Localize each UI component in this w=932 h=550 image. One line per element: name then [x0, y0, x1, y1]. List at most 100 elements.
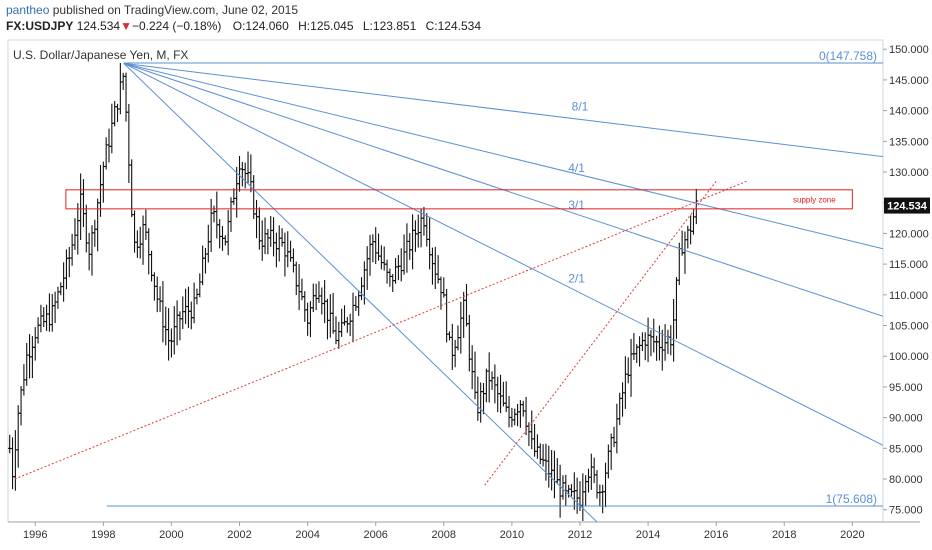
ohlc-bar: [524, 396, 529, 436]
ohlc-bar: [163, 306, 168, 346]
ohlc-bar: [365, 246, 370, 290]
y-tick-label: 100.000: [889, 351, 929, 363]
ohlc-bar: [280, 228, 285, 247]
ohlc-bar: [285, 231, 290, 268]
ohlc-bar: [325, 298, 330, 340]
ohlc-bar: [612, 426, 617, 448]
ohlc-bar: [200, 245, 205, 286]
open-value: 124.060: [245, 19, 289, 33]
ohlc-bar: [263, 217, 268, 255]
plot-frame: [7, 39, 884, 523]
y-tick-label: 105.000: [889, 321, 929, 333]
x-tick-label: 1998: [91, 529, 115, 541]
ohlc-bar: [107, 128, 112, 163]
ohlc-bar: [646, 317, 651, 363]
ohlc-bar: [124, 72, 129, 122]
ohlc-bar: [126, 103, 131, 184]
ohlc-bar: [382, 246, 387, 271]
ohlc-bar: [112, 100, 117, 127]
ohlc-bar: [475, 376, 480, 421]
low-label: L:: [362, 19, 373, 33]
change-down-icon: ▼: [120, 19, 132, 33]
ohlc-bar: [481, 383, 486, 415]
ohlc-bar: [13, 430, 18, 491]
open-label: O:: [232, 19, 246, 33]
ohlc-bar: [538, 443, 543, 465]
x-tick-label: 2004: [295, 529, 319, 541]
ohlc-bar: [490, 371, 495, 390]
ohlc-bar: [595, 470, 600, 499]
fan-line[interactable]: [123, 62, 598, 522]
ohlc-bar: [390, 274, 395, 292]
ohlc-bar: [265, 228, 270, 255]
ohlc-bar: [648, 330, 653, 357]
ohlc-bar: [623, 356, 628, 409]
fib-level-label: 1(75.608): [826, 492, 877, 506]
ohlc-bar: [58, 282, 63, 296]
ohlc-bar: [155, 276, 160, 313]
ohlc-bar: [101, 161, 106, 203]
low-value: 123.851: [372, 19, 417, 33]
ohlc-bar: [274, 232, 279, 268]
supply-zone-rect[interactable]: [65, 189, 853, 210]
ohlc-bar: [192, 282, 197, 324]
chart-header: pantheo published on TradingView.com, Ju…: [0, 0, 932, 36]
ohlc-bar: [16, 405, 21, 468]
ohlc-bar: [526, 422, 531, 447]
ohlc-bar: [72, 218, 77, 251]
y-tick-label: 95.000: [889, 382, 923, 394]
ohlc-bar: [592, 457, 597, 484]
close-value: 124.534: [437, 19, 482, 33]
ohlc-bar: [424, 213, 429, 247]
ohlc-bar: [189, 301, 194, 330]
ohlc-bar: [368, 234, 373, 276]
ohlc-bar: [231, 188, 236, 205]
ohlc-bar: [160, 281, 165, 343]
ohlc-bar: [209, 198, 214, 252]
author-link[interactable]: pantheo: [6, 3, 50, 17]
ohlc-bar: [580, 473, 585, 521]
ohlc-bar: [251, 175, 256, 220]
ohlc-bar: [206, 224, 211, 263]
publish-info: pantheo published on TradingView.com, Ju…: [6, 3, 298, 17]
y-tick-label: 120.000: [889, 228, 929, 240]
supply-zone-label: supply zone: [793, 195, 836, 204]
symbol-label[interactable]: FX:USDJPY: [6, 19, 74, 33]
ohlc-bar: [203, 247, 208, 274]
ohlc-bar: [651, 318, 656, 353]
x-tick-label: 2010: [500, 529, 524, 541]
ohlc-bar: [492, 364, 497, 404]
ohlc-bar: [643, 332, 648, 361]
ohlc-bar: [138, 226, 143, 259]
ohlc-bar: [614, 403, 619, 454]
ohlc-bar: [118, 62, 123, 115]
ohlc-bar: [671, 298, 676, 362]
ohlc-bar: [680, 230, 685, 256]
ohlc-bar: [311, 283, 316, 313]
x-tick-label: 2020: [840, 529, 864, 541]
ohlc-bar: [146, 228, 151, 275]
ohlc-bar: [55, 286, 60, 309]
ohlc-bar: [19, 386, 24, 426]
fib-level-label: 0(147.758): [819, 49, 877, 63]
ohlc-bar: [385, 259, 390, 284]
x-tick-label: 2014: [636, 529, 660, 541]
ohlc-bar: [487, 352, 492, 403]
trend-line[interactable]: [484, 180, 717, 486]
ohlc-bar: [569, 484, 574, 497]
ohlc-bar: [478, 382, 483, 423]
fan-line[interactable]: [123, 62, 883, 446]
trend-line[interactable]: [14, 180, 748, 480]
ohlc-bar: [186, 286, 191, 328]
fan-line[interactable]: [123, 62, 883, 250]
fan-line[interactable]: [123, 62, 883, 158]
ohlc-bar: [396, 255, 401, 281]
ohlc-bar: [345, 316, 350, 333]
fan-line-label: 4/1: [568, 161, 585, 175]
ohlc-bar: [419, 208, 424, 248]
last-price-text: 124.534: [76, 19, 121, 33]
ohlc-bar: [458, 301, 463, 354]
ohlc-bar: [78, 173, 83, 240]
ohlc-bar: [254, 199, 259, 239]
